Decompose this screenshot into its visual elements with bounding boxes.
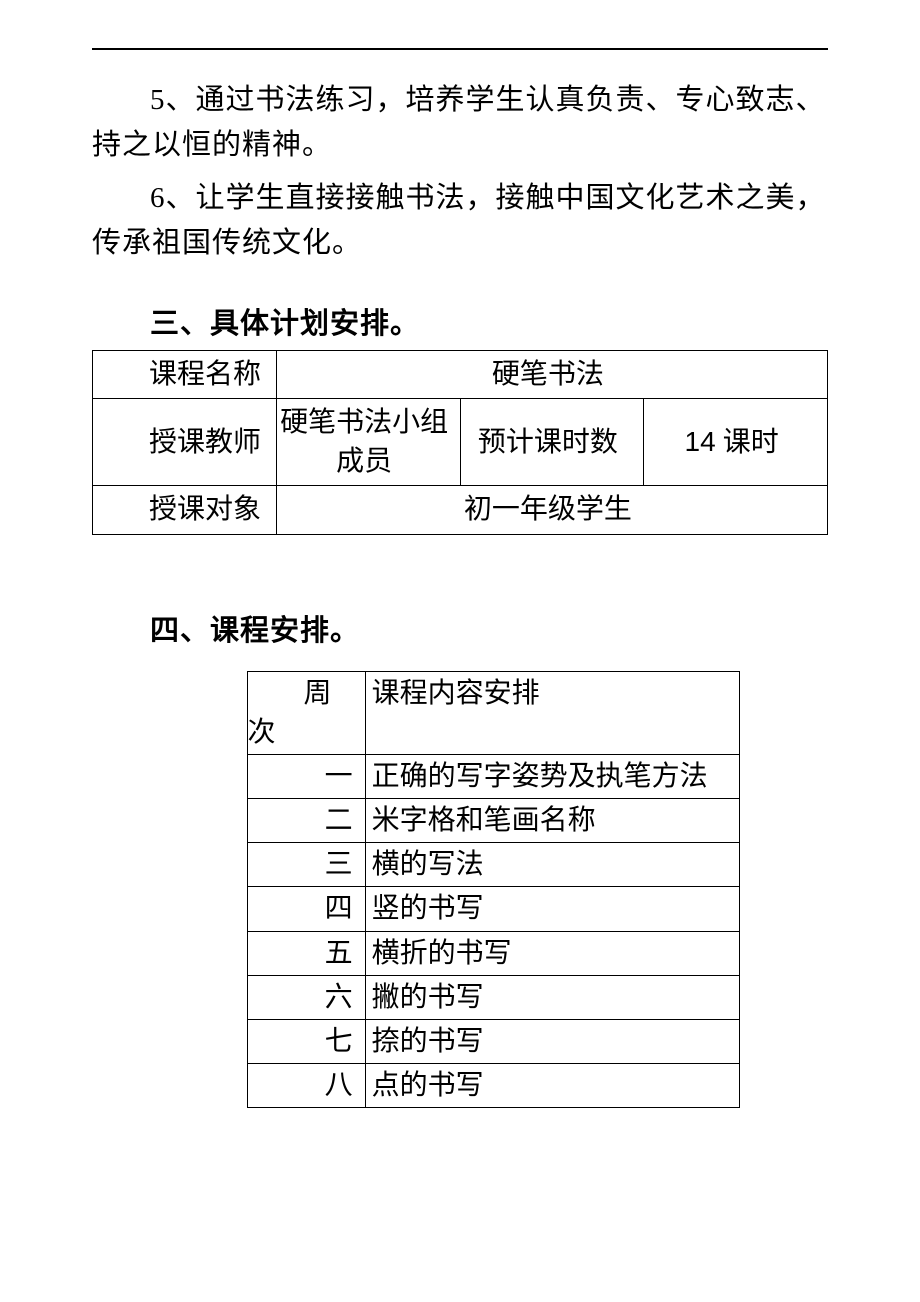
schedule-table: 周次 课程内容安排 一 正确的写字姿势及执笔方法 二 米字格和笔画名称 三 横的… [247, 671, 740, 1109]
schedule-content: 米字格和笔画名称 [365, 799, 739, 843]
hours-unit: 课时 [716, 427, 779, 458]
heading-3: 三、具体计划安排。 [92, 300, 828, 342]
schedule-week: 八 [247, 1064, 365, 1108]
schedule-content: 正确的写字姿势及执笔方法 [365, 754, 739, 798]
schedule-content: 横的写法 [365, 843, 739, 887]
schedule-week: 四 [247, 887, 365, 931]
table-row: 五 横折的书写 [247, 931, 739, 975]
audience-value: 初一年级学生 [276, 486, 827, 534]
heading-4: 四、课程安排。 [92, 607, 828, 649]
table-row: 授课对象 初一年级学生 [93, 486, 828, 534]
hours-value: 14 课时 [644, 398, 828, 485]
schedule-week: 一 [247, 754, 365, 798]
table-row: 课程名称 硬笔书法 [93, 350, 828, 398]
audience-label: 授课对象 [93, 486, 277, 534]
schedule-week: 二 [247, 799, 365, 843]
teacher-value: 硬笔书法小组成员 [276, 398, 460, 485]
schedule-header-content: 课程内容安排 [365, 671, 739, 754]
schedule-week: 三 [247, 843, 365, 887]
table-row: 一 正确的写字姿势及执笔方法 [247, 754, 739, 798]
hours-label: 预计课时数 [460, 398, 644, 485]
table-row: 授课教师 硬笔书法小组成员 预计课时数 14 课时 [93, 398, 828, 485]
schedule-week: 六 [247, 975, 365, 1019]
table-row: 二 米字格和笔画名称 [247, 799, 739, 843]
teacher-label: 授课教师 [93, 398, 277, 485]
horizontal-rule [92, 48, 828, 50]
hours-number: 14 [685, 426, 716, 457]
table-row: 周次 课程内容安排 [247, 671, 739, 754]
schedule-header-week: 周次 [247, 671, 365, 754]
table-row: 六 撇的书写 [247, 975, 739, 1019]
schedule-content: 点的书写 [365, 1064, 739, 1108]
course-name-label: 课程名称 [93, 350, 277, 398]
table-row: 四 竖的书写 [247, 887, 739, 931]
table-row: 三 横的写法 [247, 843, 739, 887]
schedule-content: 撇的书写 [365, 975, 739, 1019]
course-name-value: 硬笔书法 [276, 350, 827, 398]
table-row: 七 捺的书写 [247, 1020, 739, 1064]
schedule-week: 七 [247, 1020, 365, 1064]
paragraph-5: 5、通过书法练习，培养学生认真负责、专心致志、持之以恒的精神。 [92, 78, 828, 168]
plan-table: 课程名称 硬笔书法 授课教师 硬笔书法小组成员 预计课时数 14 课时 授课对象… [92, 350, 828, 535]
schedule-week: 五 [247, 931, 365, 975]
schedule-content: 捺的书写 [365, 1020, 739, 1064]
table-row: 八 点的书写 [247, 1064, 739, 1108]
paragraph-6: 6、让学生直接接触书法，接触中国文化艺术之美，传承祖国传统文化。 [92, 176, 828, 266]
schedule-content: 横折的书写 [365, 931, 739, 975]
schedule-content: 竖的书写 [365, 887, 739, 931]
